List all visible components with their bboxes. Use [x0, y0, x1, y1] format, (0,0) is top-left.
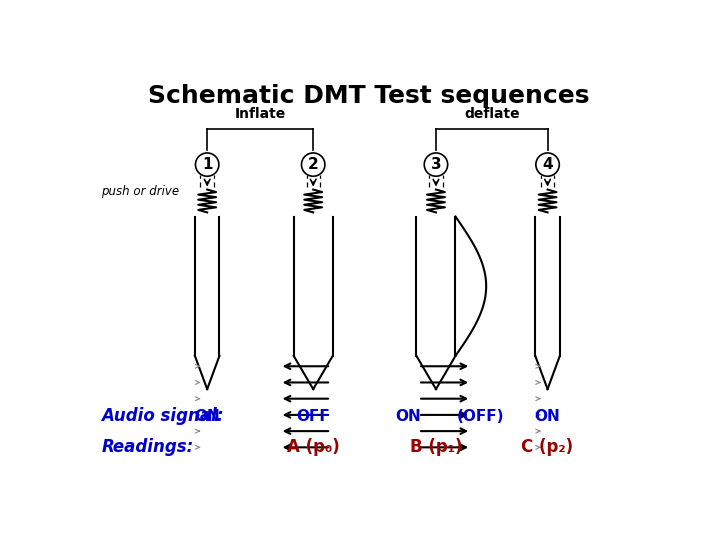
Text: 4: 4 — [542, 157, 553, 172]
Text: Readings:: Readings: — [101, 437, 194, 456]
Text: 3: 3 — [431, 157, 441, 172]
Text: 2: 2 — [308, 157, 318, 172]
Text: (OFF): (OFF) — [457, 409, 504, 424]
Text: push or drive: push or drive — [101, 185, 179, 198]
Text: deflate: deflate — [464, 107, 520, 121]
Text: C (p₂): C (p₂) — [521, 437, 574, 456]
Text: 1: 1 — [202, 157, 212, 172]
Circle shape — [195, 153, 219, 176]
Text: OFF: OFF — [297, 409, 330, 424]
Text: B (p₁): B (p₁) — [410, 437, 462, 456]
Circle shape — [536, 153, 559, 176]
Circle shape — [424, 153, 448, 176]
Text: ON: ON — [535, 409, 560, 424]
Text: ON: ON — [395, 409, 421, 424]
Text: Audio signal:: Audio signal: — [101, 407, 224, 425]
Circle shape — [302, 153, 325, 176]
Text: ON: ON — [194, 409, 220, 424]
Text: A (p₀): A (p₀) — [287, 437, 340, 456]
Text: Schematic DMT Test sequences: Schematic DMT Test sequences — [148, 84, 590, 107]
Text: Inflate: Inflate — [235, 107, 286, 121]
